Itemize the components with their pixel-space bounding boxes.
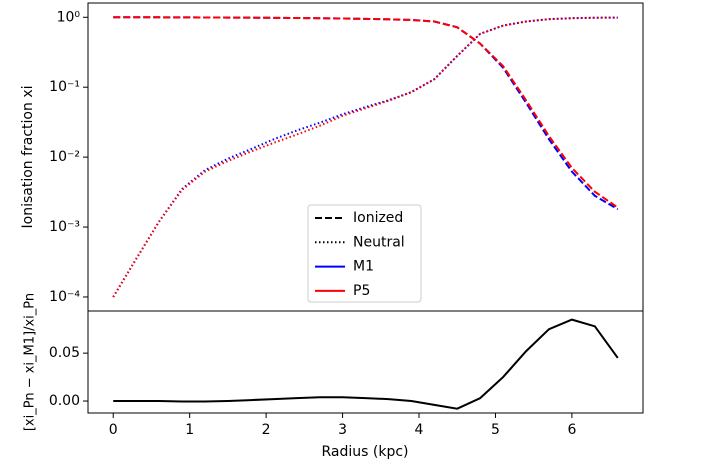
- x-tick-label: 3: [338, 422, 347, 438]
- legend-label: M1: [353, 259, 374, 275]
- x-tick-label: 0: [109, 422, 118, 438]
- y-tick-label: 10⁰: [57, 9, 81, 25]
- data-line: [112, 16, 618, 298]
- x-tick-label: 2: [262, 422, 271, 438]
- data-line: [113, 318, 619, 410]
- y-tick-label: 10⁻³: [49, 219, 80, 235]
- y-axis-label: Ionisation fraction xi: [20, 85, 36, 228]
- data-line: [113, 16, 619, 209]
- y-axis-label: [xi_Pn − xi_M1]/xi_Pn: [23, 293, 38, 431]
- data-line: [113, 16, 619, 211]
- x-tick-label: 4: [415, 422, 424, 438]
- plot-frame: [87, 310, 644, 414]
- y-tick-label: 10⁻¹: [49, 79, 80, 95]
- x-tick-label: 5: [491, 422, 500, 438]
- legend-label: Ionized: [353, 210, 403, 226]
- legend-label: P5: [353, 283, 370, 299]
- x-tick-label: 6: [567, 422, 576, 438]
- x-tick-label: 1: [185, 422, 194, 438]
- y-tick-label: 0.00: [49, 393, 80, 409]
- y-tick-label: 10⁻⁴: [49, 289, 80, 305]
- legend-label: Neutral: [353, 234, 405, 250]
- y-tick-label: 0.05: [49, 345, 80, 361]
- y-tick-label: 10⁻²: [49, 149, 80, 165]
- x-axis-label: Radius (kpc): [321, 444, 408, 460]
- legend-box: [307, 204, 422, 303]
